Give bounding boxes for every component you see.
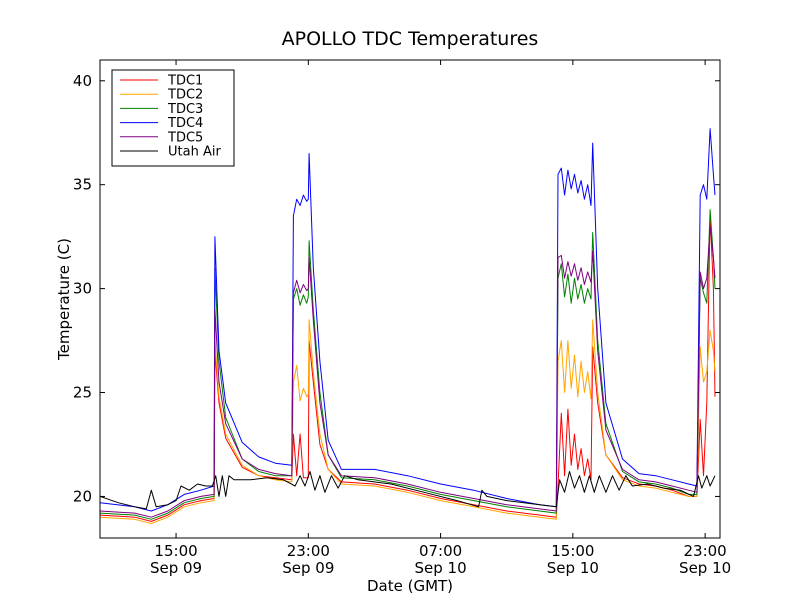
x-tick-label-time: 23:00 [684, 542, 727, 560]
y-tick-label: 30 [73, 280, 92, 298]
legend-label: TDC1 [167, 74, 203, 89]
x-tick-label-time: 15:00 [551, 542, 594, 560]
y-axis-label: Temperature (C) [55, 238, 73, 361]
x-tick-label-date: Sep 10 [415, 559, 467, 577]
legend-label: Utah Air [168, 145, 221, 160]
series-line-tdc4 [100, 128, 716, 512]
series-line-tdc2 [100, 319, 716, 524]
y-tick-label: 25 [73, 384, 92, 402]
x-axis-label: Date (GMT) [367, 577, 453, 595]
y-tick-label: 35 [73, 176, 92, 194]
legend-label: TDC3 [167, 102, 203, 117]
x-tick-label-time: 23:00 [287, 542, 330, 560]
series-line-tdc5 [100, 225, 716, 518]
y-tick-label: 20 [73, 487, 92, 505]
x-tick-label-date: Sep 10 [547, 559, 599, 577]
legend-label: TDC4 [167, 116, 203, 131]
x-tick-label-date: Sep 09 [282, 559, 334, 577]
series-line-tdc1 [100, 215, 716, 522]
chart-title: APOLLO TDC Temperatures [282, 28, 539, 50]
x-tick-label-time: 07:00 [419, 542, 462, 560]
x-tick-label-date: Sep 10 [679, 559, 731, 577]
axes-frame [99, 59, 721, 539]
legend-label: TDC2 [167, 88, 203, 103]
x-tick-label-date: Sep 09 [150, 559, 202, 577]
x-tick-label-time: 15:00 [154, 542, 197, 560]
y-tick-label: 40 [73, 72, 92, 90]
plot-area [100, 128, 716, 524]
series-line-utah-air [100, 471, 716, 510]
series-line-tdc3 [100, 209, 716, 520]
legend-label: TDC5 [167, 130, 203, 145]
legend-box [111, 69, 235, 167]
